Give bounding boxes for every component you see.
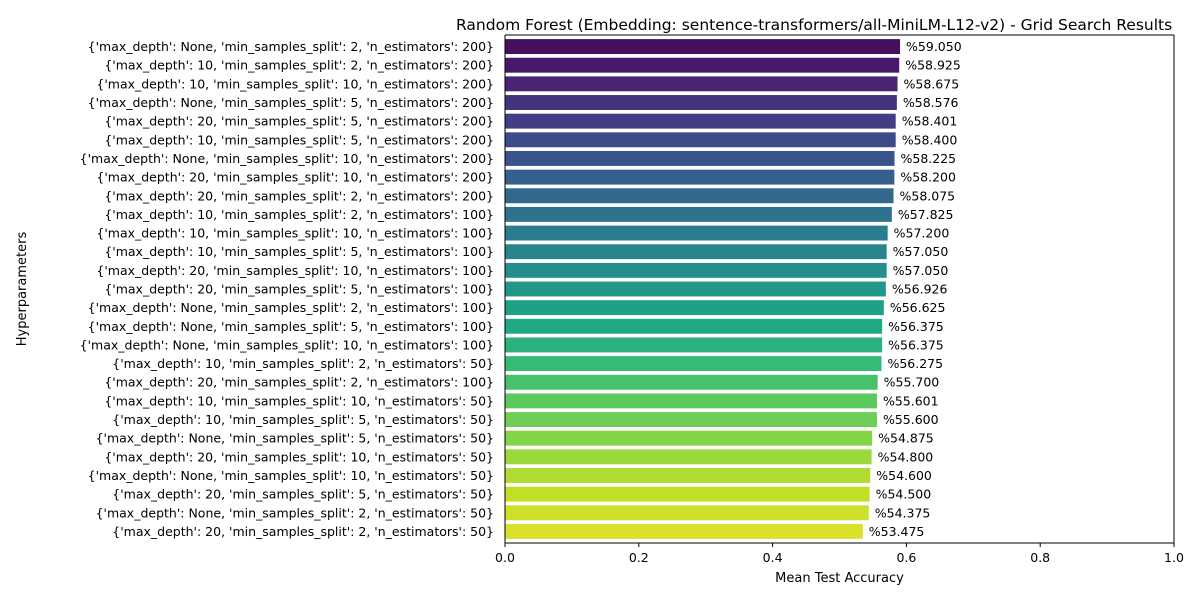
x-tick-label-0.6: 0.6	[896, 550, 916, 565]
category-label-23: {'max_depth': 20, 'min_samples_split': 1…	[104, 449, 494, 464]
bar-25	[505, 486, 870, 502]
data-label-12: %57.050	[893, 244, 949, 259]
data-label-2: %58.925	[905, 58, 961, 73]
data-label-5: %58.401	[902, 114, 958, 129]
data-label-7: %58.225	[901, 151, 957, 166]
bar-17	[505, 337, 883, 353]
bar-5	[505, 113, 896, 129]
data-label-15: %56.625	[890, 300, 946, 315]
bar-26	[505, 505, 869, 521]
category-label-19: {'max_depth': 20, 'min_samples_split': 2…	[104, 375, 494, 390]
bar-14	[505, 281, 886, 297]
data-label-9: %58.075	[900, 188, 956, 203]
data-label-16: %56.375	[888, 319, 944, 334]
data-label-13: %57.050	[893, 263, 949, 278]
data-label-22: %54.875	[878, 431, 934, 446]
data-label-26: %54.375	[875, 505, 931, 520]
category-label-4: {'max_depth': None, 'min_samples_split':…	[88, 95, 494, 110]
category-label-7: {'max_depth': None, 'min_samples_split':…	[80, 151, 494, 166]
bar-9	[505, 188, 894, 204]
category-label-20: {'max_depth': 10, 'min_samples_split': 1…	[104, 393, 494, 408]
bar-20	[505, 393, 877, 409]
bar-23	[505, 449, 872, 465]
data-label-20: %55.601	[883, 393, 939, 408]
data-label-8: %58.200	[900, 170, 956, 185]
bar-22	[505, 430, 873, 446]
bar-2	[505, 57, 900, 73]
bar-11	[505, 225, 888, 241]
category-label-25: {'max_depth': 20, 'min_samples_split': 5…	[112, 487, 494, 502]
data-label-19: %55.700	[884, 375, 940, 390]
chart-title: Random Forest (Embedding: sentence-trans…	[456, 16, 1172, 34]
data-label-11: %57.200	[894, 226, 950, 241]
bar-16	[505, 318, 883, 334]
x-tick-label-0.4: 0.4	[763, 550, 783, 565]
x-tick-label-0.0: 0.0	[495, 550, 515, 565]
category-label-3: {'max_depth': 10, 'min_samples_split': 1…	[96, 76, 494, 91]
category-label-14: {'max_depth': 20, 'min_samples_split': 5…	[104, 282, 494, 297]
bar-24	[505, 468, 871, 483]
bar-4	[505, 95, 897, 110]
category-labels-group: {'max_depth': None, 'min_samples_split':…	[80, 39, 494, 539]
category-label-24: {'max_depth': None, 'min_samples_split':…	[88, 468, 494, 483]
x-tick-label-0.2: 0.2	[629, 550, 649, 565]
bar-6	[505, 132, 896, 148]
x-axis-label: Mean Test Accuracy	[775, 571, 904, 586]
y-axis-label: Hyperparameters	[15, 232, 30, 347]
bar-7	[505, 150, 895, 166]
category-label-22: {'max_depth': None, 'min_samples_split':…	[96, 431, 494, 446]
data-label-3: %58.675	[904, 76, 960, 91]
bar-19	[505, 374, 878, 390]
data-label-18: %56.275	[887, 356, 943, 371]
category-label-2: {'max_depth': 10, 'min_samples_split': 2…	[104, 58, 494, 73]
data-label-23: %54.800	[878, 449, 934, 464]
category-label-11: {'max_depth': 10, 'min_samples_split': 1…	[96, 226, 494, 241]
x-tick-label-1.0: 1.0	[1164, 550, 1184, 565]
bar-1	[505, 39, 901, 55]
bar-12	[505, 244, 887, 260]
bar-13	[505, 262, 887, 278]
bar-10	[505, 206, 892, 222]
category-label-15: {'max_depth': None, 'min_samples_split':…	[88, 300, 494, 315]
category-label-8: {'max_depth': 20, 'min_samples_split': 1…	[96, 170, 494, 185]
x-ticks-group: 0.0 0.2 0.4 0.6 0.8 1.0	[495, 543, 1184, 565]
bar-8	[505, 169, 895, 185]
category-label-13: {'max_depth': 20, 'min_samples_split': 1…	[96, 263, 494, 278]
category-label-5: {'max_depth': 20, 'min_samples_split': 5…	[104, 114, 494, 129]
data-label-27: %53.475	[869, 524, 925, 539]
data-labels-group: %59.050 %58.925 %58.675 %58.576 %58.401 %58.4…	[869, 39, 962, 539]
bar-21	[505, 412, 877, 428]
category-label-17: {'max_depth': None, 'min_samples_split':…	[80, 337, 494, 352]
bar-27	[505, 523, 863, 539]
category-label-1: {'max_depth': None, 'min_samples_split':…	[88, 39, 494, 54]
data-label-17: %56.375	[888, 337, 944, 352]
data-label-25: %54.500	[876, 487, 932, 502]
category-label-6: {'max_depth': 10, 'min_samples_split': 5…	[104, 132, 494, 147]
bar-15	[505, 300, 884, 316]
data-label-24: %54.600	[876, 468, 932, 483]
data-label-14: %56.926	[892, 282, 948, 297]
data-label-21: %55.600	[883, 412, 939, 427]
data-label-6: %58.400	[902, 132, 958, 147]
category-label-26: {'max_depth': None, 'min_samples_split':…	[96, 505, 494, 520]
category-label-10: {'max_depth': 10, 'min_samples_split': 2…	[104, 207, 494, 222]
bar-18	[505, 356, 882, 372]
bar-3	[505, 76, 898, 92]
data-label-10: %57.825	[898, 207, 954, 222]
category-label-27: {'max_depth': 20, 'min_samples_split': 2…	[112, 524, 494, 539]
data-label-1: %59.050	[906, 39, 962, 54]
category-label-12: {'max_depth': 10, 'min_samples_split': 5…	[104, 244, 494, 259]
category-label-18: {'max_depth': 10, 'min_samples_split': 2…	[112, 356, 494, 371]
category-label-16: {'max_depth': None, 'min_samples_split':…	[88, 319, 494, 334]
data-label-4: %58.576	[903, 95, 959, 110]
bars-group	[505, 39, 901, 539]
category-label-9: {'max_depth': 20, 'min_samples_split': 2…	[104, 188, 494, 203]
x-tick-label-0.8: 0.8	[1030, 550, 1050, 565]
category-label-21: {'max_depth': 10, 'min_samples_split': 5…	[112, 412, 494, 427]
